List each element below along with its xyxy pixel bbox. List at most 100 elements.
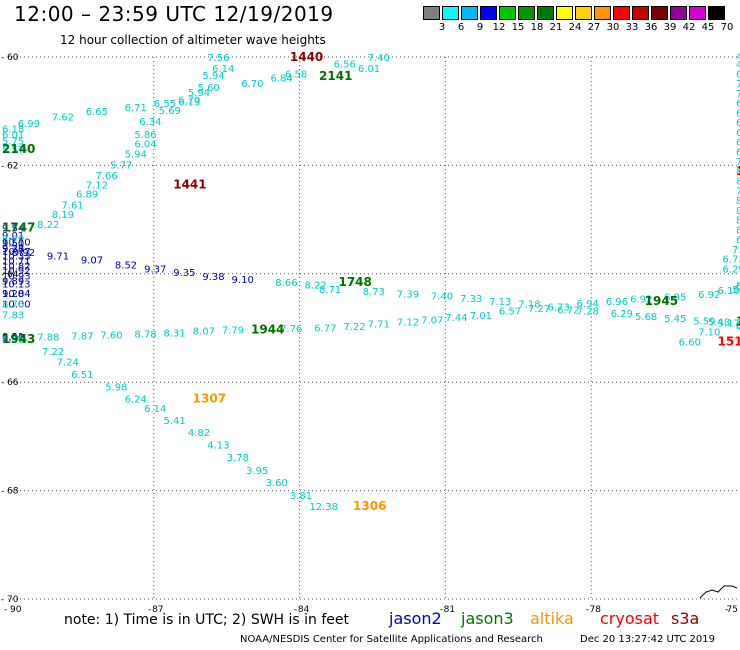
wave-height-label: 8.60 — [2, 335, 24, 346]
legend-label: 9 — [476, 22, 484, 33]
satellite-jason2: jason2 — [389, 609, 442, 628]
wave-height-label: 7.04 — [732, 245, 740, 256]
legend-label: 21 — [549, 22, 563, 33]
wave-height-label: 8.64 — [736, 196, 740, 207]
legend-label: 30 — [606, 22, 620, 33]
legend-swatch — [670, 6, 687, 20]
x-tick-label: 81 — [444, 605, 455, 615]
legend-label: 70 — [720, 22, 734, 33]
wave-height-label: 7.18 — [518, 300, 540, 311]
wave-height-label: 6.18 — [2, 125, 24, 136]
wave-height-label: 5.13 — [736, 321, 740, 332]
legend-swatch — [499, 6, 516, 20]
wave-height-label: 4.82 — [188, 428, 210, 439]
wave-height-label: 7.33 — [460, 294, 482, 305]
wave-height-label: 5.75 — [2, 136, 24, 147]
wave-height-label: 7.13 — [489, 297, 511, 308]
wave-height-label: 5.77 — [110, 160, 132, 171]
wave-height-label: 9.37 — [144, 264, 166, 275]
legend-label: 27 — [587, 22, 601, 33]
wave-height-label: 10.93 — [2, 271, 31, 282]
legend-swatch — [632, 6, 649, 20]
note-text: note: 1) Time is in UTC; 2) SWH is in fe… — [64, 612, 350, 628]
wave-height-label: 12.38 — [309, 502, 338, 513]
wave-height-label: 8.71 — [319, 285, 341, 296]
y-tick-label: 68 — [7, 487, 19, 497]
time-label: 2141 — [319, 69, 352, 83]
wave-height-label: 8.73 — [363, 287, 385, 298]
wave-height-label: 6.0 — [736, 282, 740, 293]
wave-height-label: 6.51 — [71, 370, 93, 381]
wave-height-label: 8.78 — [134, 329, 156, 340]
x-tick-label: 87 — [152, 605, 163, 615]
wave-height-label: 5.17 — [718, 319, 740, 330]
legend-swatch — [423, 6, 440, 20]
wave-height-label: 8.51 — [736, 216, 740, 227]
wave-height-label: 8.22 — [37, 220, 59, 231]
footer-credit: NOAA/NESDIS Center for Satellite Applica… — [240, 634, 543, 645]
wave-height-label: 7.22 — [343, 322, 365, 333]
time-label: 2140 — [2, 142, 35, 156]
wave-height-label: 8.04 — [736, 167, 740, 178]
wave-height-label: 4.13 — [207, 441, 229, 452]
wave-height-label: 8.79 — [2, 235, 24, 246]
legend-swatch — [461, 6, 478, 20]
x-tick-label: 90 — [10, 605, 22, 615]
wave-height-label: 7.40 — [431, 291, 453, 302]
wave-height-label: 6.99 — [18, 119, 40, 130]
satellite-jason3: jason3 — [461, 609, 514, 628]
time-label: 1943 — [2, 332, 35, 346]
wave-height-label: 6.29 — [722, 264, 740, 275]
wave-height-label: 7.99 — [736, 89, 740, 100]
wave-height-label: 9.92 — [13, 248, 35, 259]
wave-height-label: 6.06 — [736, 321, 740, 332]
wave-height-label: 6.34 — [139, 117, 161, 128]
time-label: 1747 — [2, 221, 35, 235]
tick-minus: - — [1, 595, 4, 605]
tick-minus: - — [440, 605, 443, 615]
wave-height-label: 6.24 — [125, 394, 147, 405]
legend-label: 3 — [438, 22, 446, 33]
wave-height-label: 5.94 — [125, 149, 147, 160]
legend-label: 12 — [492, 22, 506, 33]
wave-height-label: 7.89 — [736, 186, 740, 197]
tick-minus: - — [1, 487, 4, 497]
wave-height-label: 6.61 — [736, 235, 740, 246]
wave-height-label: 5.60 — [198, 83, 220, 94]
wave-height-label: 7.56 — [207, 53, 229, 64]
legend-swatch — [518, 6, 535, 20]
legend-label: 15 — [511, 22, 525, 33]
legend-swatch — [556, 6, 573, 20]
wave-height-label: 10.77 — [2, 247, 31, 258]
tick-minus: - — [294, 605, 297, 615]
wave-height-label: 6.77 — [314, 323, 336, 334]
wave-height-label: 6.29 — [611, 309, 633, 320]
wave-height-label: 10.33 — [2, 251, 31, 262]
wave-height-label: 6.01 — [358, 64, 380, 75]
tick-minus: - — [1, 161, 4, 171]
wave-height-label: 3.95 — [246, 466, 268, 477]
wave-height-label: 9.01 — [2, 231, 24, 242]
wave-height-label: 6.89 — [736, 99, 740, 110]
wave-height-label: 6.96 — [606, 297, 628, 308]
wave-height-label: 8.66 — [275, 278, 297, 289]
wave-height-label: 4.89 — [736, 52, 740, 63]
wave-height-label: 9.35 — [173, 268, 195, 279]
wave-height-label: 6.04 — [134, 140, 156, 151]
wave-height-label: 7.12 — [86, 180, 108, 191]
satellite-altika: altika — [530, 609, 574, 628]
tick-minus: - — [586, 605, 589, 615]
wave-height-label: 10.71 — [2, 256, 31, 267]
legend-label: 45 — [701, 22, 715, 33]
wave-height-label: 3.78 — [227, 453, 249, 464]
wave-height-label: 6.58 — [285, 69, 307, 80]
wave-height-label: 7.61 — [61, 200, 83, 211]
tick-minus: - — [725, 605, 728, 615]
wave-height-label: 6.89 — [76, 190, 98, 201]
wave-height-label: 7.40 — [368, 53, 390, 64]
wave-height-label: 7.83 — [2, 310, 24, 321]
wave-height-label: 7.10 — [698, 327, 720, 338]
wave-height-label: 6.86 — [736, 128, 740, 139]
wave-height-label: 6.56 — [334, 60, 356, 71]
